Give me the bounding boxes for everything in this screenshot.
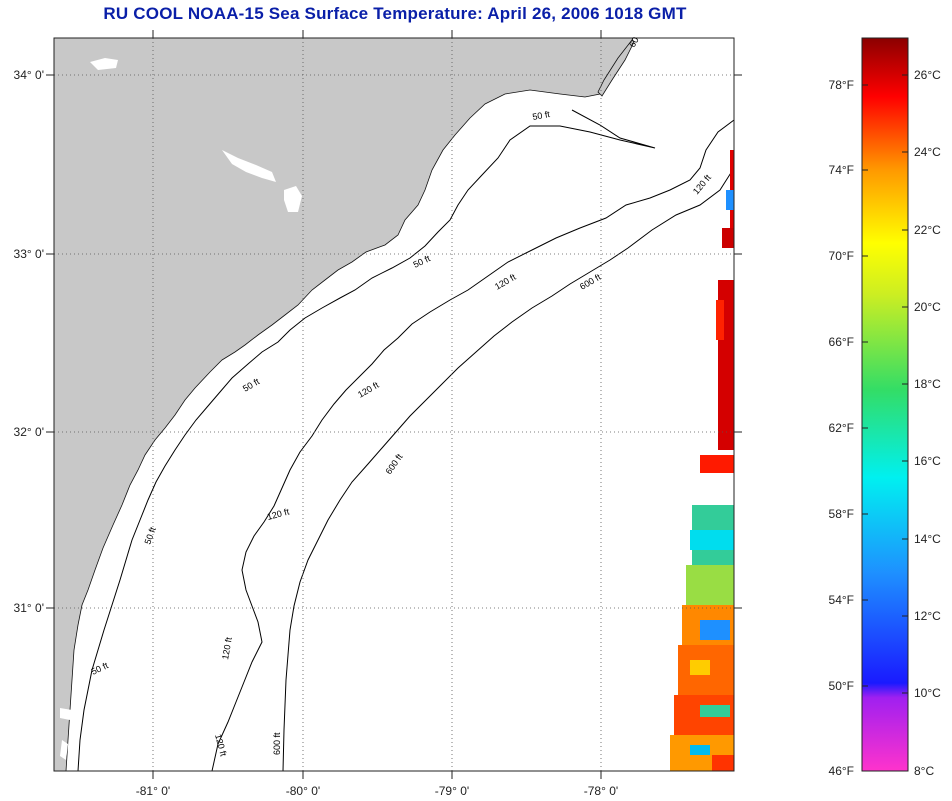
lon-label: -81° 0' [136, 784, 170, 798]
colorbar-c-label: 12°C [914, 609, 941, 623]
contour-120ft [211, 119, 734, 771]
contour-label: 60 [627, 35, 641, 49]
lat-label: 32° 0' [14, 425, 44, 439]
colorbar-c-label: 22°C [914, 223, 941, 237]
lat-label: 31° 0' [14, 601, 44, 615]
map-ticks [46, 30, 742, 779]
barrier-island [597, 39, 635, 97]
colorbar-c-label: 24°C [914, 145, 941, 159]
lon-label: -78° 0' [584, 784, 618, 798]
colorbar-c-label: 20°C [914, 300, 941, 314]
colorbar-c-label: 10°C [914, 686, 941, 700]
colorbar-f-label: 50°F [829, 679, 854, 693]
colorbar-c-ticks [902, 74, 908, 772]
contour-label: 120 ft [220, 636, 234, 660]
lon-label: -79° 0' [435, 784, 469, 798]
colorbar-f-ticks [862, 84, 868, 772]
contour-label: 50 ft [532, 109, 551, 122]
contour-50ft [77, 109, 656, 771]
colorbar-f-label: 58°F [829, 507, 854, 521]
lat-label: 33° 0' [14, 247, 44, 261]
colorbar-c-label: 26°C [914, 68, 941, 82]
colorbar-f-label: 62°F [829, 421, 854, 435]
colorbar-c-label: 8°C [914, 764, 934, 778]
colorbar-f-label: 74°F [829, 163, 854, 177]
lon-label: -80° 0' [286, 784, 320, 798]
lat-label: 34° 0' [14, 68, 44, 82]
colorbar-f-label: 78°F [829, 78, 854, 92]
map-frame [53, 37, 735, 772]
colorbar-c-label: 16°C [914, 454, 941, 468]
map-title: RU COOL NOAA-15 Sea Surface Temperature:… [103, 4, 687, 23]
inland-lakes [60, 58, 302, 760]
colorbar-f-label: 54°F [829, 593, 854, 607]
colorbar-c-label: 18°C [914, 377, 941, 391]
land-area [54, 38, 634, 771]
contour-label: 600 ft [272, 732, 282, 755]
sst-swath [670, 150, 734, 771]
colorbar-c-label: 14°C [914, 532, 941, 546]
colorbar [861, 37, 909, 772]
colorbar-f-label: 70°F [829, 249, 854, 263]
graticule [54, 38, 734, 771]
colorbar-f-label: 66°F [829, 335, 854, 349]
colorbar-f-label: 46°F [829, 764, 854, 778]
